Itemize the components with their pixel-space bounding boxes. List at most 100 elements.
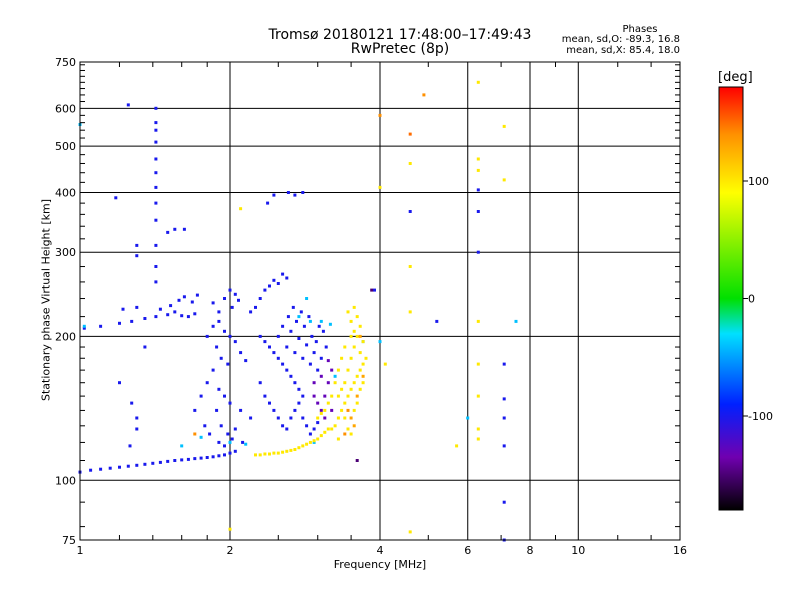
data-point: [301, 356, 305, 360]
data-point: [99, 324, 103, 328]
data-point: [258, 297, 262, 300]
colorbar-unit-label: [deg]: [718, 70, 753, 85]
data-point: [355, 459, 359, 462]
data-point: [180, 444, 184, 448]
data-point: [173, 227, 177, 231]
data-point: [154, 157, 158, 161]
data-point: [312, 427, 316, 431]
data-point: [358, 368, 362, 372]
data-point: [272, 193, 276, 197]
data-point: [476, 250, 480, 254]
y-tick-label: 300: [55, 246, 76, 259]
data-point: [343, 345, 347, 349]
phases-x-stats: mean, sd,X: 85.4, 18.0: [566, 45, 680, 56]
data-point: [263, 394, 267, 398]
data-point: [223, 297, 226, 300]
data-point: [336, 368, 340, 372]
y-tick-label: 75: [62, 534, 76, 547]
data-point: [199, 456, 203, 460]
y-tick-label: 200: [55, 330, 76, 343]
data-point: [349, 387, 353, 391]
data-point: [217, 440, 221, 444]
data-point: [314, 340, 318, 344]
data-point: [230, 305, 234, 309]
data-point: [208, 432, 212, 436]
data-point: [422, 93, 426, 97]
data-point: [466, 416, 470, 420]
data-point: [302, 324, 306, 328]
data-point: [326, 401, 330, 405]
data-point: [233, 449, 237, 453]
data-point: [476, 80, 480, 84]
data-point: [476, 437, 480, 441]
data-point: [186, 457, 190, 461]
data-point: [154, 201, 158, 205]
data-point: [154, 140, 158, 144]
data-point: [233, 427, 237, 431]
data-point: [289, 374, 293, 378]
data-point: [143, 345, 147, 349]
axes: 1 2 4 6 8 10 16 750 600 500 400 300 200 100 75: [55, 56, 687, 557]
data-point: [330, 368, 334, 372]
data-point: [205, 381, 209, 385]
data-point: [305, 442, 309, 446]
data-point: [205, 456, 209, 459]
data-point: [326, 427, 330, 431]
data-point: [319, 411, 323, 415]
data-point: [219, 424, 223, 428]
data-point: [317, 324, 321, 328]
data-point: [154, 243, 158, 247]
data-point: [268, 452, 271, 456]
grid: [80, 62, 680, 540]
data-point: [352, 345, 356, 349]
data-point: [355, 401, 359, 405]
data-point: [349, 334, 353, 338]
data-point: [276, 451, 280, 455]
data-point: [143, 462, 147, 466]
data-point: [476, 319, 480, 323]
data-point: [263, 340, 267, 344]
data-point: [263, 288, 267, 292]
data-point: [289, 329, 293, 333]
data-point: [502, 124, 506, 128]
data-points: [78, 80, 518, 542]
colorbar-ticks: 100 0 -100: [743, 175, 773, 423]
data-point: [340, 387, 344, 391]
data-point: [293, 381, 297, 385]
data-point: [301, 416, 305, 420]
data-point: [324, 345, 328, 349]
data-point: [297, 315, 301, 319]
data-point: [166, 459, 170, 463]
data-point: [258, 381, 262, 385]
data-point: [193, 312, 197, 316]
data-point: [343, 381, 347, 385]
data-point: [154, 171, 158, 175]
data-point: [340, 356, 344, 360]
data-point: [254, 305, 257, 309]
data-point: [305, 424, 309, 428]
data-point: [502, 500, 506, 504]
data-point: [281, 362, 285, 366]
data-point: [476, 168, 480, 172]
data-point: [215, 345, 219, 349]
x-tick-label: 6: [464, 544, 471, 557]
data-point: [346, 310, 350, 314]
data-point: [89, 468, 93, 472]
x-tick-label: 16: [673, 544, 687, 557]
data-point: [154, 265, 158, 268]
data-point: [276, 416, 280, 420]
data-point: [336, 394, 340, 398]
data-point: [135, 243, 139, 247]
data-point: [217, 310, 221, 314]
data-point: [276, 356, 280, 360]
data-point: [352, 408, 356, 412]
data-point: [316, 421, 320, 425]
data-point: [266, 201, 270, 205]
data-point: [249, 310, 253, 314]
data-point: [211, 324, 215, 328]
data-point: [502, 178, 506, 182]
data-point: [349, 432, 353, 436]
data-point: [130, 401, 134, 405]
colorbar-tick-label: 100: [748, 175, 769, 188]
data-point: [223, 444, 226, 448]
